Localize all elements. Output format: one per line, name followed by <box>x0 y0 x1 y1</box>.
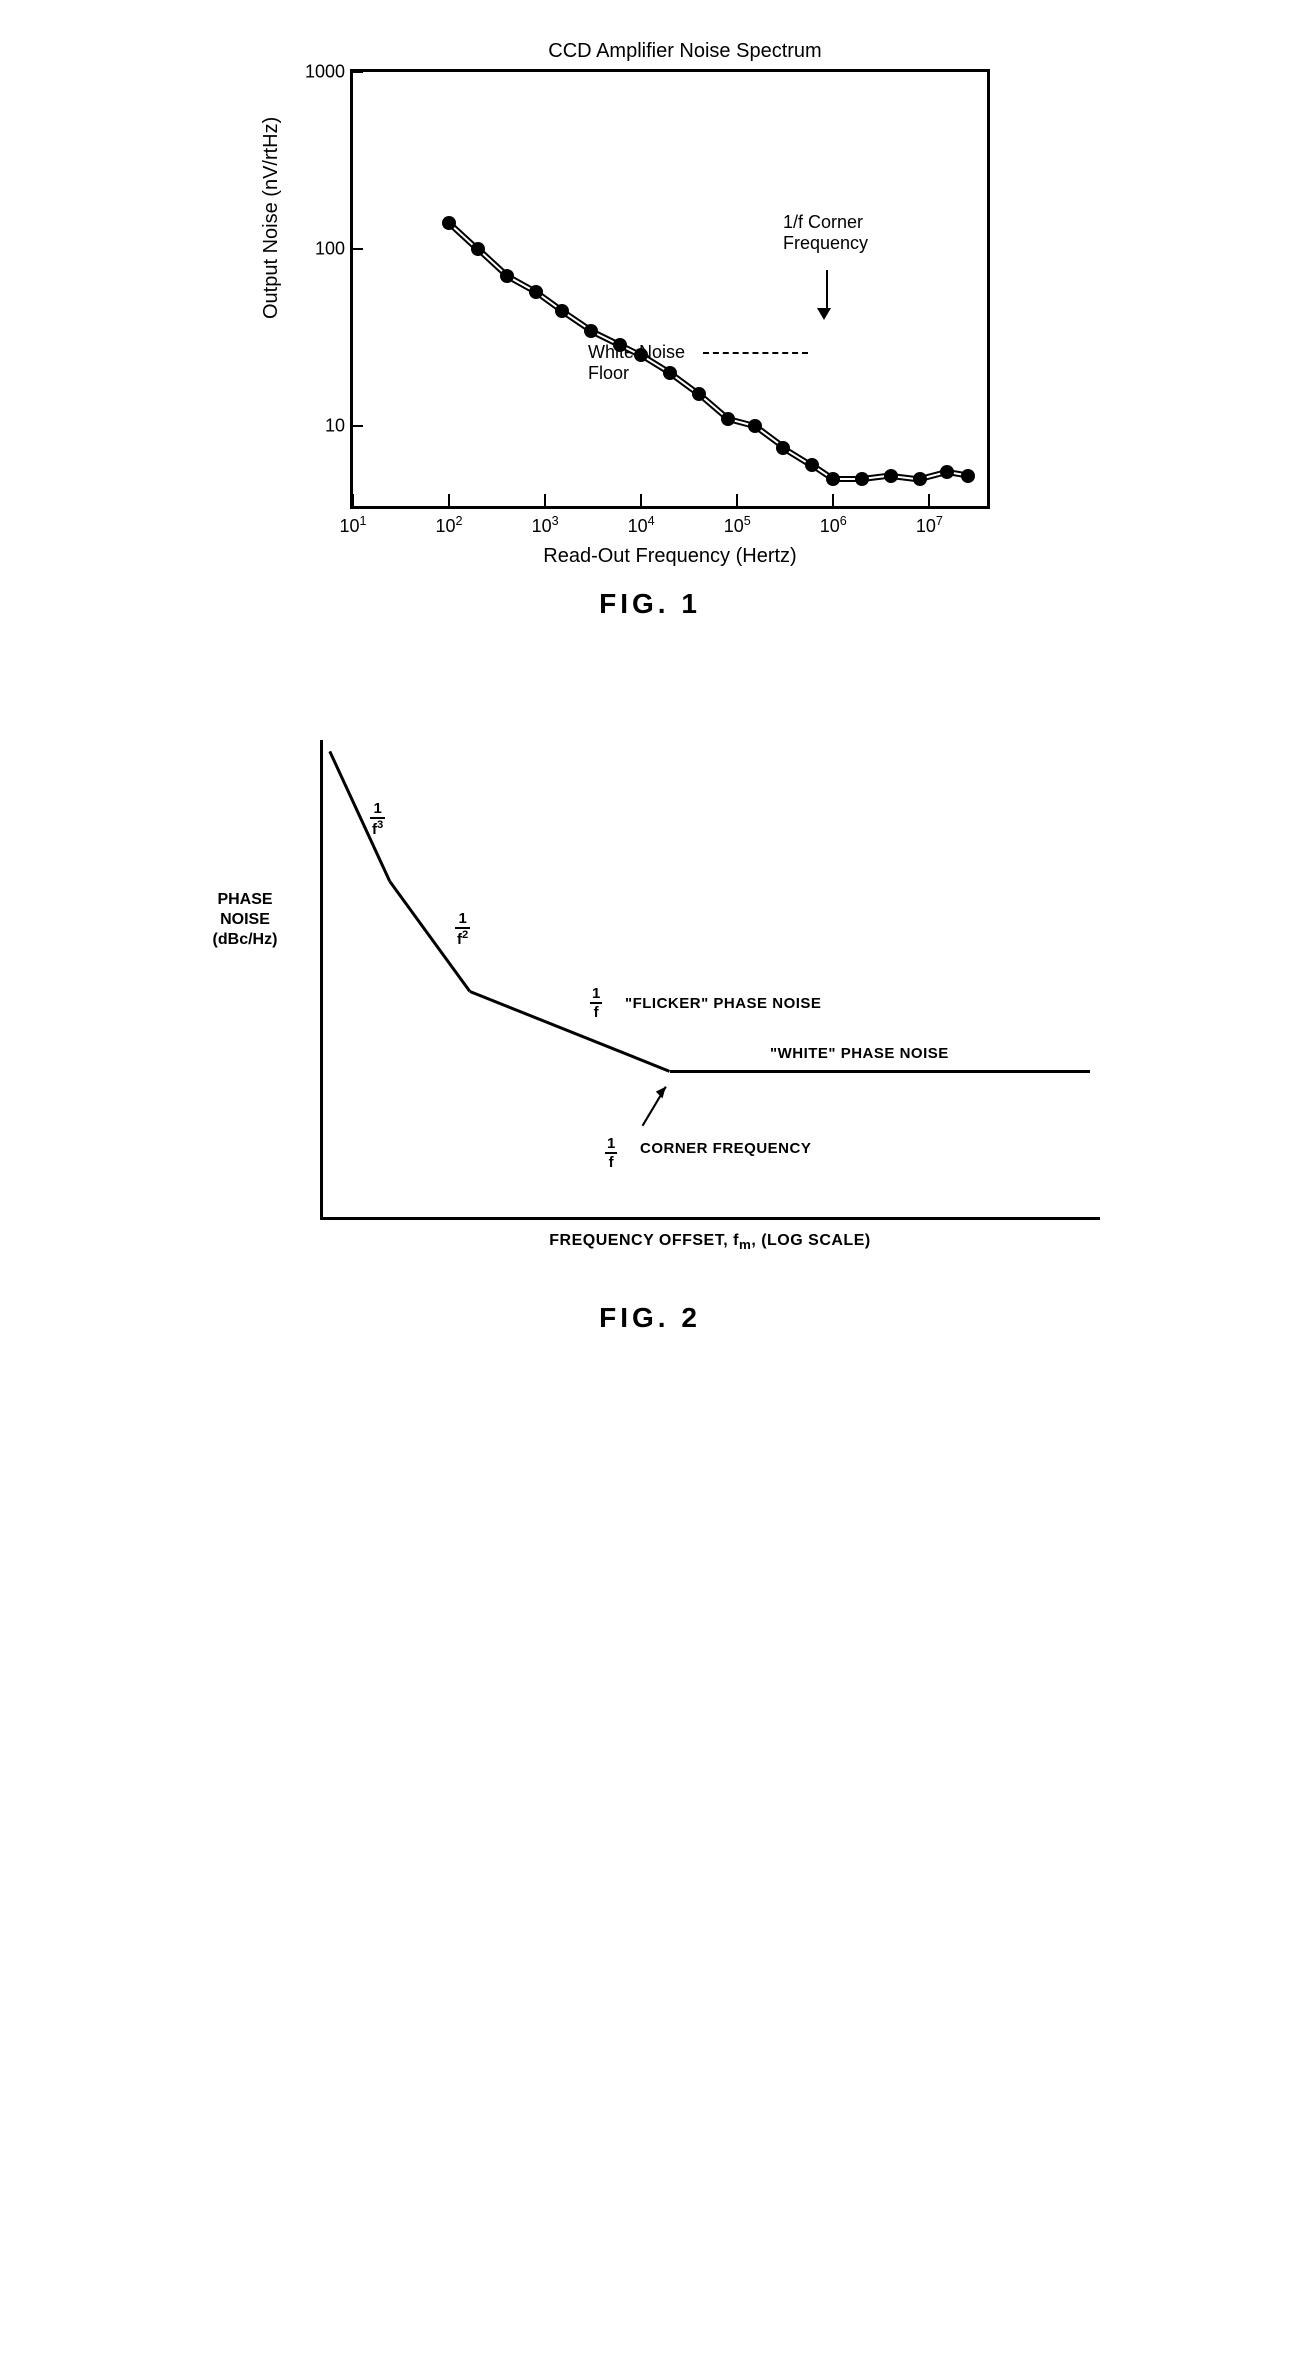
fig1-data-marker <box>584 324 598 338</box>
fig1-xtick-mark <box>640 494 642 506</box>
fig1-ytick-mark <box>353 425 363 427</box>
fig2-ylabel-line2: NOISE <box>220 911 270 928</box>
fig1-caption: FIG. 1 <box>270 588 1030 620</box>
fig2-xlabel-suffix: , (LOG SCALE) <box>751 1232 870 1249</box>
fig1-data-marker <box>855 472 869 486</box>
fig1-data-marker <box>634 348 648 362</box>
fig1-data-marker <box>940 465 954 479</box>
fig1-ytick-mark <box>353 71 363 73</box>
fig1-data-marker <box>663 366 677 380</box>
fig1-ytick-label: 100 <box>315 239 353 260</box>
fig1-xtick-label: 107 <box>916 506 943 537</box>
fig2-x-axis-line <box>320 1217 1100 1220</box>
fig1-xtick-mark <box>544 494 546 506</box>
fig2-corner-annotation: CORNER FREQUENCY <box>640 1140 811 1157</box>
fig1-xtick-mark <box>928 494 930 506</box>
fig1-data-marker <box>613 338 627 352</box>
fig2-x-axis-label: FREQUENCY OFFSET, fm, (LOG SCALE) <box>320 1232 1100 1252</box>
figure-1: CCD Amplifier Noise Spectrum Output Nois… <box>270 40 1030 620</box>
fig1-x-axis-label: Read-Out Frequency (Hertz) <box>350 545 990 568</box>
fig1-xtick-mark <box>832 494 834 506</box>
fig1-plot-area: 1/f Corner Frequency White Noise Floor 1… <box>350 69 990 509</box>
fig1-y-axis-label: Output Noise (nV/rtHz) <box>260 117 283 319</box>
fig1-xtick-label: 106 <box>820 506 847 537</box>
fig1-data-marker <box>913 472 927 486</box>
fig2-xlabel-sub: m <box>739 1237 751 1252</box>
fig2-ylabel-line3: (dBc/Hz) <box>213 931 278 948</box>
fig1-data-marker <box>555 304 569 318</box>
fig1-data-marker <box>442 216 456 230</box>
fig2-plot-area: PHASE NOISE (dBc/Hz) "FLICKER" PHASE NOI… <box>320 740 1100 1220</box>
fig1-xtick-label: 103 <box>532 506 559 537</box>
fig1-data-marker <box>776 441 790 455</box>
fig1-xtick-label: 101 <box>339 506 366 537</box>
fig2-fraction-label: 1f3 <box>370 800 385 838</box>
corner-arrow-icon <box>630 1080 680 1130</box>
fig1-xtick-label: 105 <box>724 506 751 537</box>
fig1-ytick-label: 1000 <box>305 62 353 83</box>
fig2-ylabel-line1: PHASE <box>217 891 272 908</box>
fig1-xtick-mark <box>352 494 354 506</box>
white-noise-dash-line <box>703 352 808 354</box>
fig2-fraction-label: 1f <box>590 985 602 1021</box>
fig2-y-axis-label: PHASE NOISE (dBc/Hz) <box>190 890 300 950</box>
fig2-curve-segment <box>670 1070 1090 1073</box>
fig1-data-marker <box>748 419 762 433</box>
fig2-fraction-label: 1f2 <box>455 910 470 948</box>
figure-2: PHASE NOISE (dBc/Hz) "FLICKER" PHASE NOI… <box>200 740 1100 1334</box>
fig2-flicker-annotation: "FLICKER" PHASE NOISE <box>625 995 821 1012</box>
fig1-data-marker <box>692 387 706 401</box>
corner-freq-text: 1/f Corner Frequency <box>783 212 868 253</box>
fig2-y-axis-line <box>320 740 323 1220</box>
fig1-data-marker <box>500 269 514 283</box>
fig1-ytick-mark <box>353 248 363 250</box>
fig1-data-marker <box>961 469 975 483</box>
fig1-xtick-mark <box>448 494 450 506</box>
fig1-data-marker <box>805 458 819 472</box>
fig1-data-marker <box>884 469 898 483</box>
fig2-white-annotation: "WHITE" PHASE NOISE <box>770 1045 949 1062</box>
fig2-xlabel-prefix: FREQUENCY OFFSET, f <box>549 1232 739 1249</box>
fig1-title: CCD Amplifier Noise Spectrum <box>340 40 1030 63</box>
fig1-xtick-label: 104 <box>628 506 655 537</box>
down-arrow-icon <box>823 270 831 320</box>
fig1-data-marker <box>471 242 485 256</box>
fig1-data-marker <box>529 285 543 299</box>
fig1-corner-frequency-annotation: 1/f Corner Frequency <box>783 212 868 253</box>
fig1-data-marker <box>826 472 840 486</box>
fig1-xtick-mark <box>736 494 738 506</box>
fig2-caption: FIG. 2 <box>200 1302 1100 1334</box>
fig1-data-marker <box>721 412 735 426</box>
fig1-xtick-label: 102 <box>436 506 463 537</box>
fig2-fraction-label: 1f <box>605 1135 617 1171</box>
fig1-ytick-label: 10 <box>325 416 353 437</box>
